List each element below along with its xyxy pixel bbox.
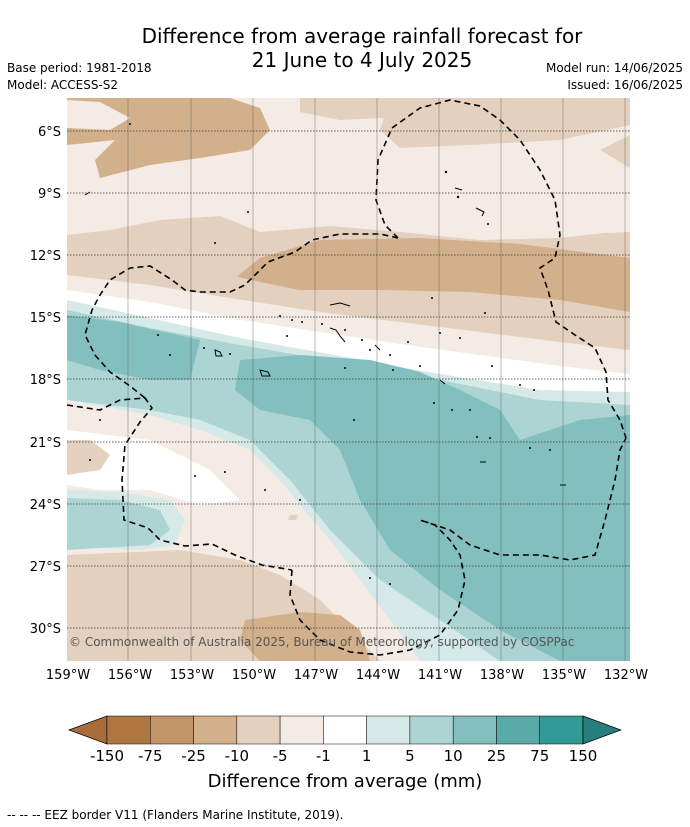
colorbar-cells [67, 715, 623, 745]
title-line-1: Difference from average rainfall forecas… [141, 24, 583, 48]
copyright-text: © Commonwealth of Australia 2025, Bureau… [69, 635, 574, 649]
colorbar-tick-label: 5 [405, 747, 415, 765]
colorbar-cell [323, 715, 367, 745]
lon-label: 141°W [418, 668, 462, 683]
lat-label: 24°S [30, 498, 61, 513]
colorbar-tick-label: -150 [90, 747, 124, 765]
colorbar-cell [539, 715, 584, 745]
colorbar-tick-label: 25 [487, 747, 506, 765]
colorbar-cell [452, 715, 497, 745]
lat-label: 18°S [30, 373, 61, 388]
lon-label: 144°W [356, 668, 400, 683]
colorbar-tick-label: -75 [138, 747, 163, 765]
lat-label: 27°S [30, 560, 61, 575]
lon-label: 135°W [542, 668, 586, 683]
lat-label: 21°S [30, 436, 61, 451]
colorbar-tick-label: -1 [316, 747, 331, 765]
base-period: Base period: 1981-2018 [7, 61, 152, 75]
map-title: Difference from average rainfall forecas… [0, 24, 690, 72]
model-run: Model run: 14/06/2025 [545, 61, 683, 75]
colorbar-cell [279, 715, 324, 745]
colorbar-ticks: -150 -75 -25 -10 -5 -1 1 5 10 25 75 150 [90, 747, 597, 765]
lat-label: 12°S [30, 249, 61, 264]
lon-label: 159°W [46, 668, 90, 683]
lon-label: 138°W [480, 668, 524, 683]
lat-label: 9°S [38, 187, 61, 202]
lat-label: 6°S [38, 125, 61, 140]
issued-date: Issued: 16/06/2025 [567, 78, 683, 92]
colorbar-tick-label: 150 [569, 747, 598, 765]
colorbar-cell [193, 715, 238, 745]
colorbar-cell [150, 715, 194, 745]
colorbar-tick-label: -25 [181, 747, 206, 765]
lon-label: 132°W [604, 668, 648, 683]
colorbar-tick-label: -10 [225, 747, 250, 765]
colorbar: -150 -75 -25 -10 -5 -1 1 5 10 25 75 150 [67, 715, 623, 765]
lon-label: 150°W [232, 668, 276, 683]
lat-label: 30°S [30, 622, 61, 637]
colorbar-extend-low [67, 715, 108, 745]
lon-label: 156°W [108, 668, 152, 683]
colorbar-cell [106, 715, 151, 745]
colorbar-tick-label: 10 [444, 747, 463, 765]
title-line-2: 21 June to 4 July 2025 [251, 48, 473, 72]
colorbar-label: Difference from average (mm) [207, 771, 483, 792]
colorbar-tick-label: 1 [362, 747, 372, 765]
colorbar-tick-label: 75 [530, 747, 549, 765]
lon-label: 147°W [294, 668, 338, 683]
meta-left: Base period: 1981-2018 Model: ACCESS-S2 [7, 60, 152, 94]
colorbar-extend-high [582, 715, 623, 745]
colorbar-cell [236, 715, 281, 745]
lat-label: 15°S [30, 311, 61, 326]
colorbar-cell [496, 715, 540, 745]
colorbar-cell [366, 715, 411, 745]
colorbar-tick-label: -5 [273, 747, 288, 765]
colorbar-cell [409, 715, 454, 745]
rainfall-map: © Commonwealth of Australia 2025, Bureau… [30, 98, 648, 683]
lon-label: 153°W [170, 668, 214, 683]
legend-note: -- -- -- EEZ border V11 (Flanders Marine… [7, 808, 344, 822]
meta-right: Model run: 14/06/2025 Issued: 16/06/2025 [546, 60, 683, 94]
model-name: Model: ACCESS-S2 [7, 78, 119, 92]
